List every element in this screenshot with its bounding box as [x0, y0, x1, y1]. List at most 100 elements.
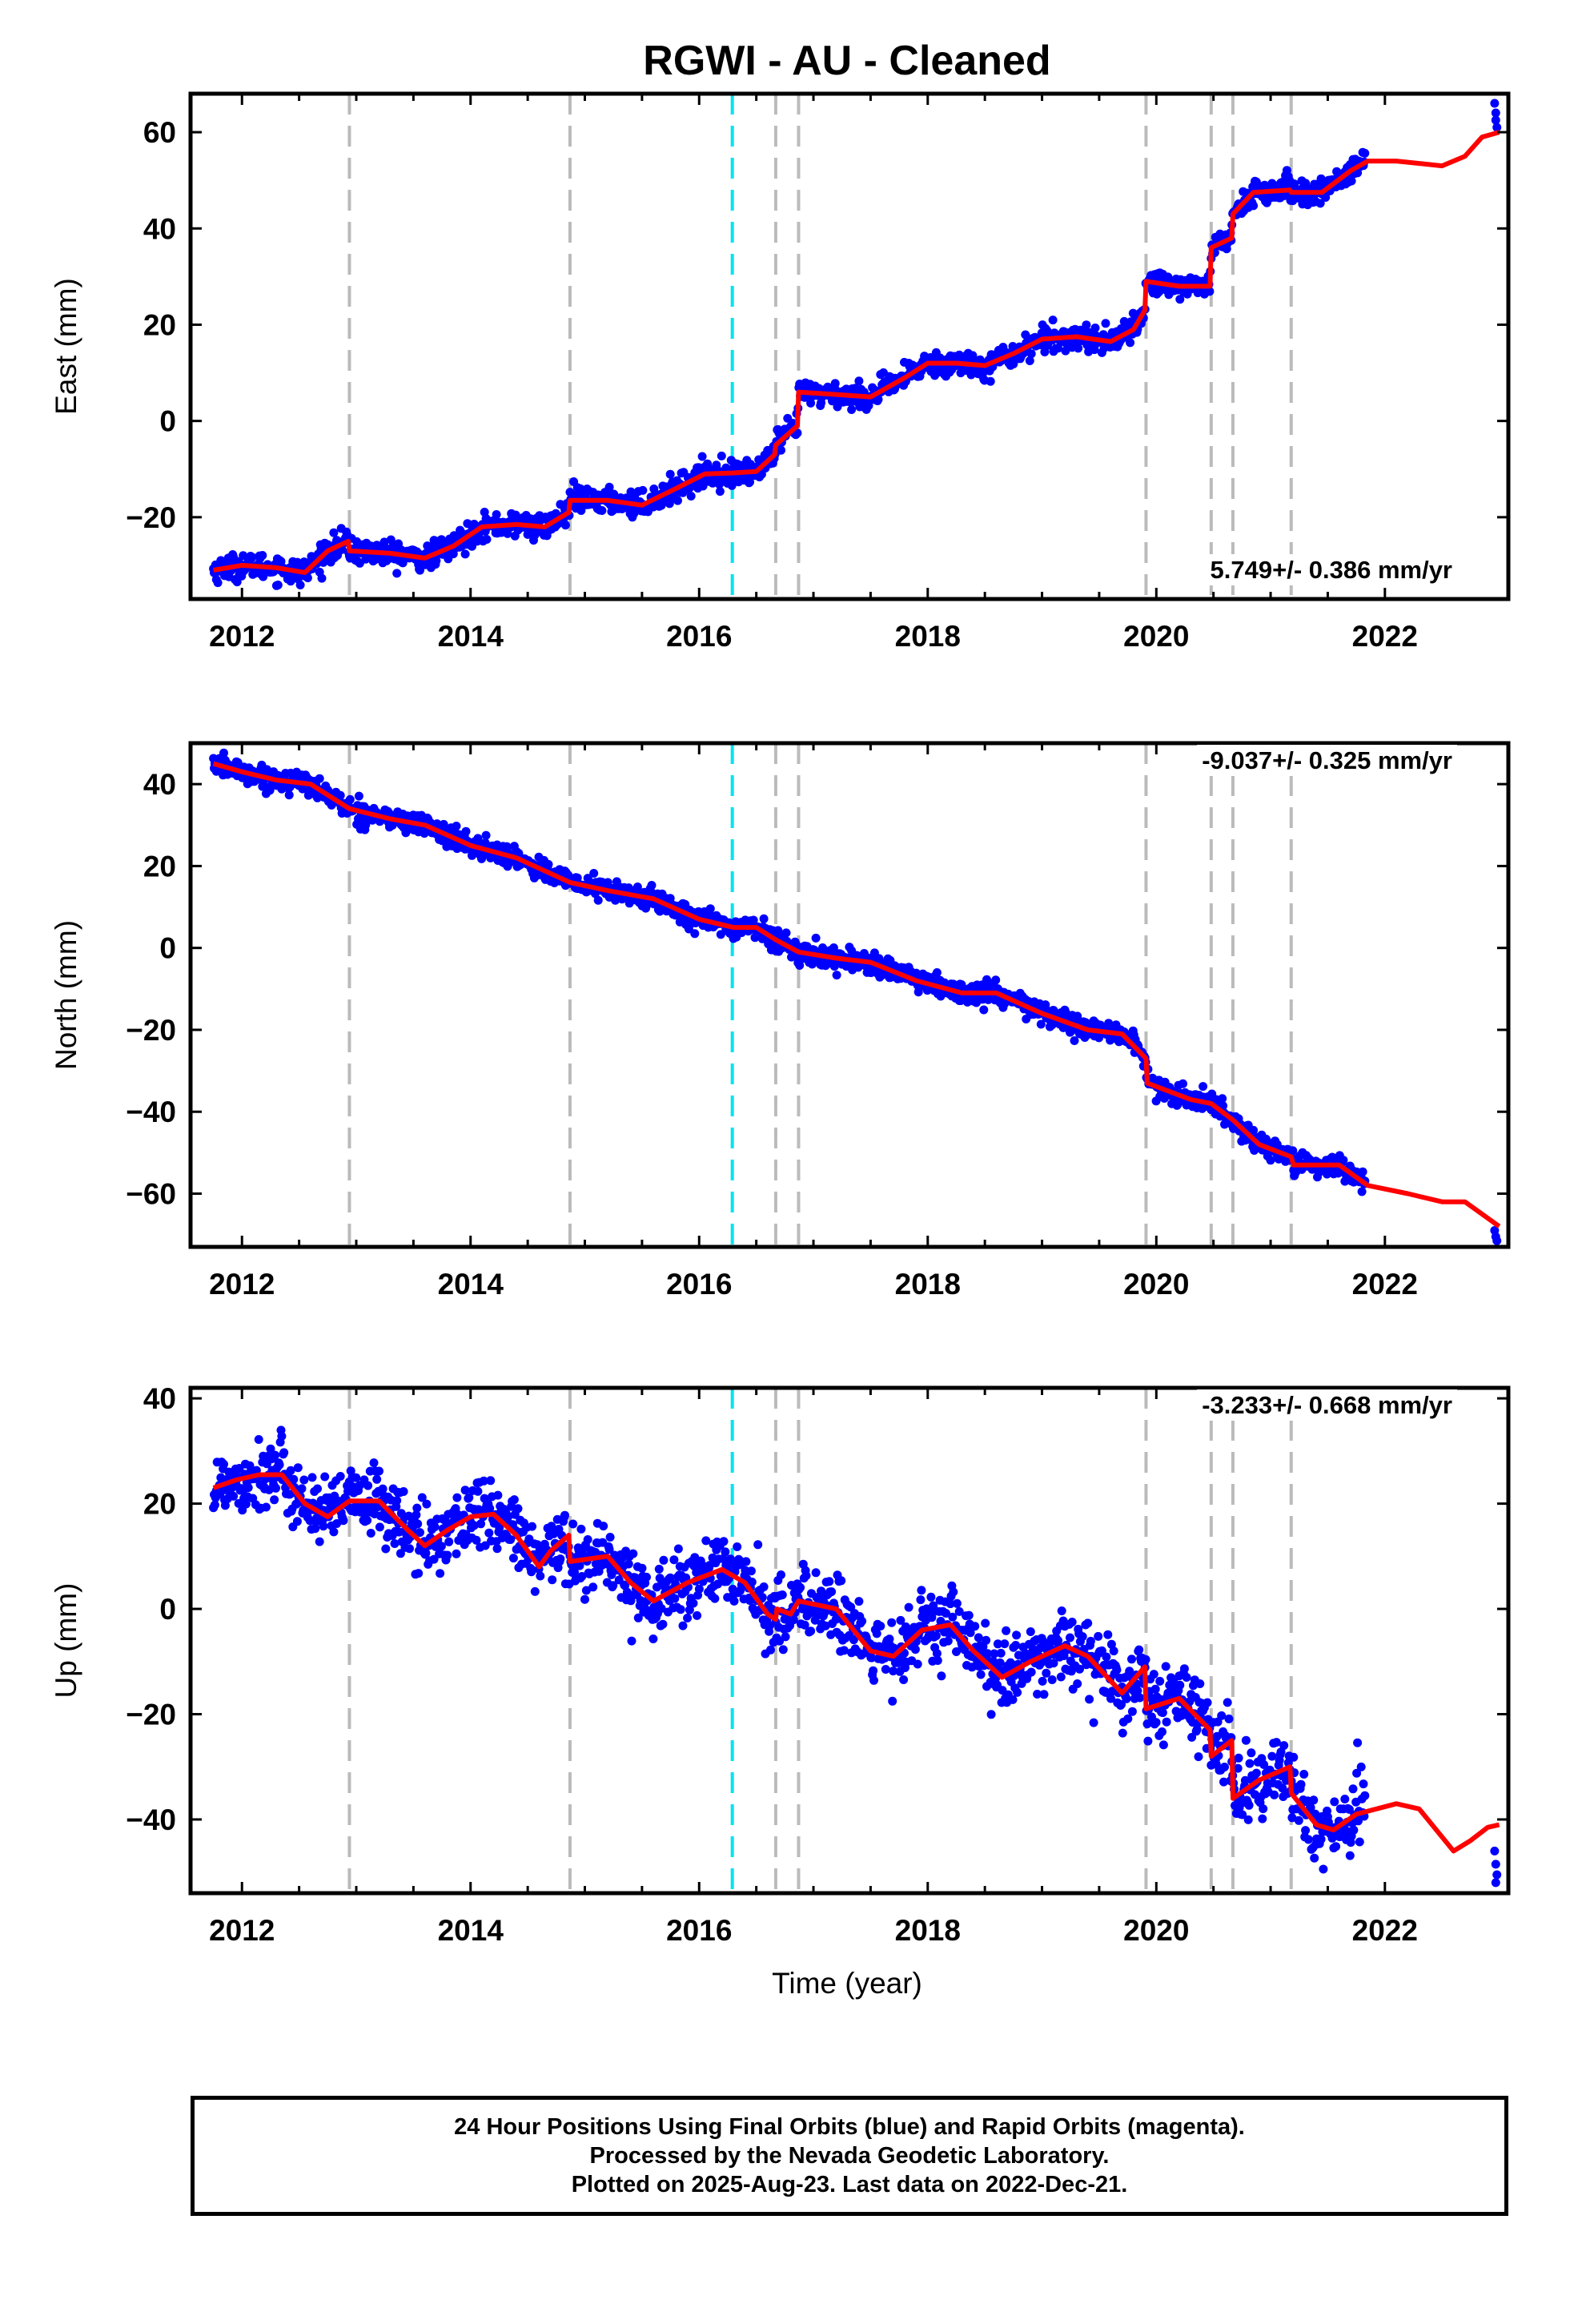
up-data-point: [910, 1645, 920, 1655]
east-x-tick-label: 2020: [1123, 620, 1189, 653]
up-data-point: [480, 1541, 490, 1550]
north-data-point: [335, 790, 345, 800]
up-data-point: [983, 1649, 992, 1659]
up-data-point: [1319, 1864, 1328, 1874]
up-data-point: [1212, 1731, 1222, 1741]
east-y-tick-label: 60: [143, 116, 176, 149]
up-data-point: [277, 1431, 287, 1441]
up-data-point: [1247, 1748, 1256, 1758]
north-data-point: [932, 968, 942, 977]
up-data-point: [1078, 1632, 1087, 1642]
up-y-tick-label: 40: [143, 1382, 176, 1415]
up-data-point: [1194, 1752, 1203, 1762]
up-data-point: [436, 1569, 445, 1578]
up-data-point: [628, 1549, 638, 1558]
up-data-point: [1195, 1679, 1205, 1688]
up-data-point: [417, 1493, 427, 1502]
north-data-point: [811, 933, 821, 943]
up-data-point: [570, 1567, 579, 1577]
up-data-point: [1133, 1686, 1142, 1695]
up-data-point: [1161, 1662, 1170, 1671]
north-data-point: [1070, 1036, 1079, 1045]
up-data-point: [1106, 1694, 1115, 1703]
north-data-point: [690, 929, 700, 939]
north-data-point: [1358, 1167, 1367, 1176]
north-y-axis-title: North (mm): [50, 920, 82, 1070]
up-data-point: [1289, 1752, 1299, 1762]
up-data-point: [1002, 1626, 1011, 1635]
east-data-point: [847, 405, 857, 414]
up-data-point: [443, 1550, 452, 1560]
up-data-point: [741, 1557, 751, 1566]
up-data-point: [685, 1605, 694, 1614]
north-data-point: [1339, 1156, 1348, 1165]
up-data-point: [943, 1636, 953, 1646]
up-data-point: [904, 1602, 913, 1612]
up-data-point: [982, 1635, 991, 1645]
up-data-point: [759, 1582, 769, 1591]
up-data-point: [1013, 1687, 1022, 1697]
up-data-point: [1143, 1736, 1153, 1746]
up-data-point: [292, 1517, 302, 1526]
up-data-point: [811, 1568, 821, 1578]
up-data-point: [399, 1487, 408, 1496]
up-data-point: [464, 1493, 474, 1502]
up-data-point: [289, 1474, 299, 1484]
up-data-point: [710, 1594, 720, 1603]
up-data-point: [530, 1586, 540, 1596]
up-data-point: [1267, 1751, 1277, 1761]
north-y-tick-label: −20: [126, 1014, 176, 1047]
up-data-point: [952, 1647, 961, 1656]
up-data-point: [952, 1598, 962, 1608]
east-data-point: [1082, 320, 1091, 330]
up-data-point: [627, 1636, 636, 1646]
up-data-point: [990, 1649, 999, 1659]
up-data-point: [1047, 1675, 1057, 1684]
up-data-point: [876, 1622, 885, 1630]
up-data-point: [506, 1535, 516, 1544]
up-data-point: [713, 1579, 723, 1589]
up-data-point: [964, 1610, 974, 1620]
up-data-point: [1187, 1732, 1197, 1742]
up-data-point: [378, 1484, 387, 1494]
up-data-point: [588, 1582, 598, 1592]
panel-north: 2012 2014 2016 2018 2020 2022−60−40−2002040No…: [50, 741, 1511, 1301]
up-data-point: [1299, 1770, 1309, 1779]
up-data-point: [721, 1547, 730, 1557]
up-data-point: [1150, 1684, 1160, 1694]
up-data-point: [1008, 1695, 1018, 1704]
east-y-tick-label: 20: [143, 308, 176, 341]
up-data-point: [1359, 1779, 1368, 1789]
up-data-point: [581, 1586, 591, 1595]
north-data-point: [1288, 1146, 1298, 1156]
up-data-point: [605, 1533, 615, 1542]
up-data-point: [1330, 1797, 1339, 1807]
up-data-point: [1127, 1655, 1136, 1664]
east-data-point: [604, 482, 614, 492]
up-data-point: [1179, 1664, 1189, 1674]
north-data-point: [481, 830, 491, 840]
up-data-point: [1259, 1804, 1268, 1814]
up-data-point: [966, 1628, 975, 1638]
up-data-point: [1348, 1784, 1358, 1794]
east-y-tick-label: 0: [159, 405, 176, 438]
up-data-point: [479, 1476, 488, 1486]
up-data-point: [659, 1555, 669, 1565]
up-data-point: [532, 1540, 542, 1550]
north-data-point: [1036, 1019, 1046, 1029]
up-data-point: [733, 1542, 742, 1551]
up-data-point: [872, 1629, 881, 1638]
north-data-point: [1357, 1187, 1367, 1196]
up-data-point: [1355, 1837, 1364, 1847]
up-data-point: [937, 1671, 946, 1681]
up-data-point: [933, 1656, 942, 1665]
east-plot-frame: [188, 91, 1511, 601]
east-x-tick-label: 2014: [438, 620, 504, 653]
north-data-point: [265, 786, 275, 795]
up-data-point: [1353, 1738, 1363, 1747]
up-data-point: [1102, 1652, 1111, 1662]
up-data-point: [1089, 1718, 1098, 1727]
up-plot-frame: [188, 1385, 1511, 1896]
north-data-point: [589, 869, 599, 878]
